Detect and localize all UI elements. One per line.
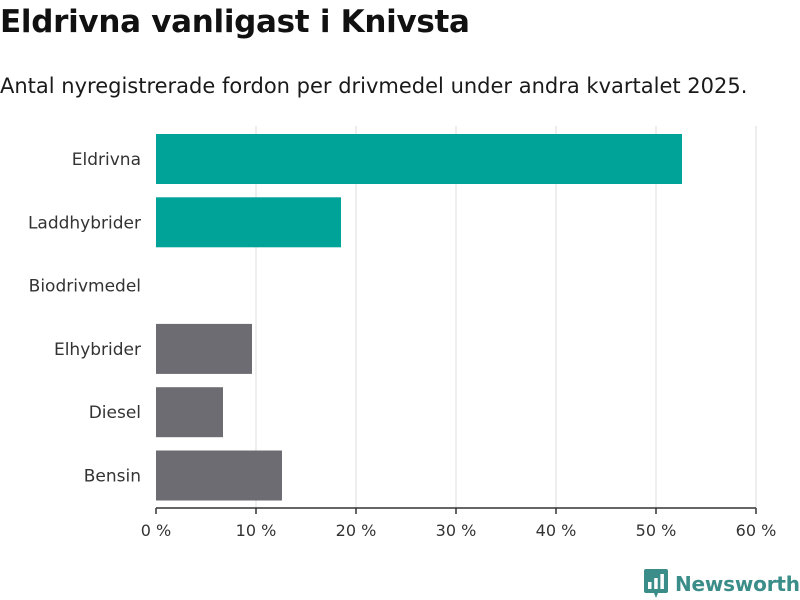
bar-elhybrider bbox=[156, 323, 252, 374]
chart-title: Eldrivna vanligast i Knivsta bbox=[0, 4, 470, 40]
category-labels: Eldrivna Laddhybrider Biodrivmedel Elhybrid… bbox=[28, 150, 141, 487]
x-tick-label: 50 % bbox=[636, 521, 677, 540]
bar-eldrivna bbox=[156, 134, 682, 184]
bar-laddhybrider bbox=[156, 197, 341, 248]
category-label: Laddhybrider bbox=[28, 213, 141, 233]
x-tick-label: 10 % bbox=[236, 521, 277, 540]
grid-lines bbox=[255, 126, 757, 508]
x-tick-label: 30 % bbox=[436, 521, 477, 540]
category-label: Diesel bbox=[89, 403, 141, 423]
category-label: Eldrivna bbox=[72, 150, 141, 170]
bar-chart-bubble-icon bbox=[644, 569, 668, 598]
brand-name: Newsworthy bbox=[675, 572, 800, 596]
x-tick-label: 40 % bbox=[536, 521, 577, 540]
bars bbox=[156, 134, 682, 501]
newsworthy-logo: Newsworthy bbox=[644, 569, 800, 599]
x-tick-label: 20 % bbox=[336, 521, 377, 540]
bar-chart: Eldrivna Laddhybrider Biodrivmedel Elhybrid… bbox=[28, 126, 777, 540]
category-label: Biodrivmedel bbox=[29, 277, 141, 297]
category-label: Elhybrider bbox=[54, 340, 141, 360]
bar-diesel bbox=[156, 387, 223, 438]
category-label: Bensin bbox=[84, 467, 141, 487]
x-tick-label: 60 % bbox=[736, 521, 777, 540]
x-tick-label: 0 % bbox=[141, 521, 171, 540]
x-axis: 0 % 10 % 20 % 30 % 40 % 50 % 60 % bbox=[141, 507, 777, 540]
chart-subtitle: Antal nyregistrerade fordon per drivmede… bbox=[0, 74, 748, 98]
bar-bensin bbox=[156, 450, 282, 501]
